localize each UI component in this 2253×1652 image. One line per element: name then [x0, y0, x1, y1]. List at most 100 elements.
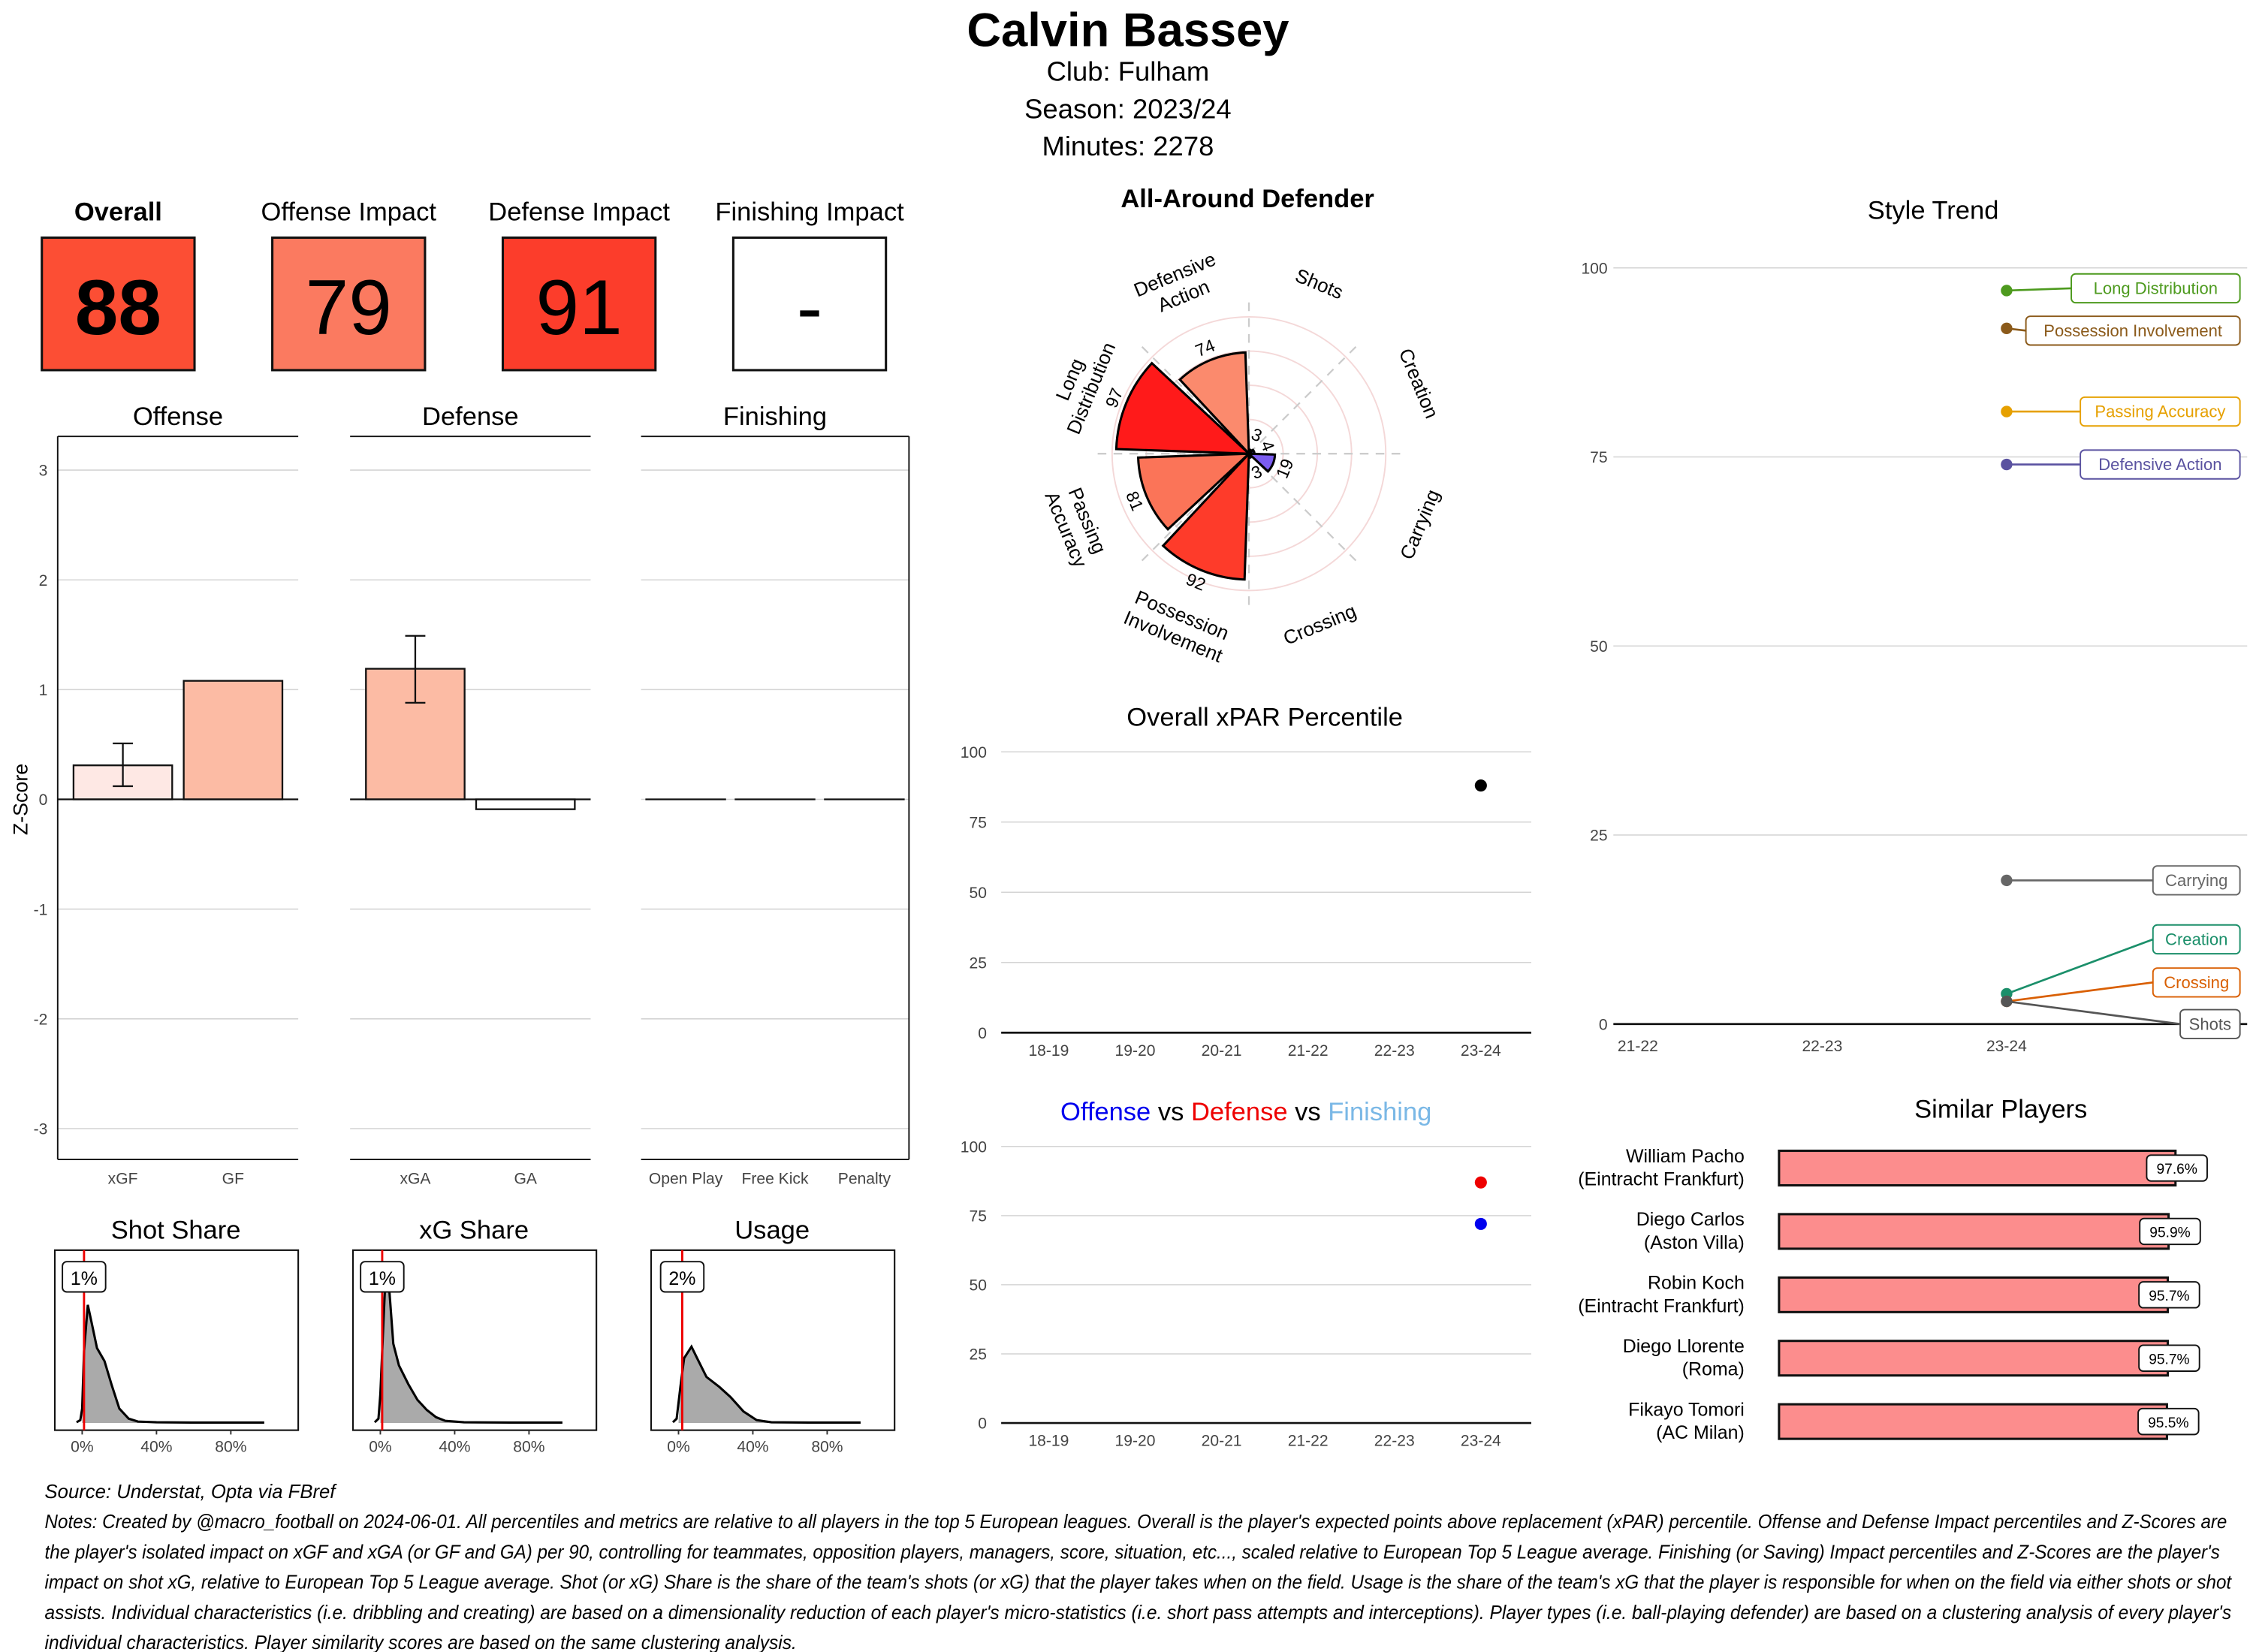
radar-axis-label: DefensiveAction: [1131, 249, 1228, 322]
panel-title: xG Share: [419, 1216, 529, 1245]
x-tick-label: 0%: [369, 1438, 391, 1455]
y-tick-label: 0: [978, 1415, 987, 1433]
season-line: Season: 2023/24: [1024, 93, 1232, 124]
trend-point: [2001, 458, 2013, 471]
similar-player-name: Fikayo Tomori: [1628, 1399, 1745, 1420]
player-name: Calvin Bassey: [967, 4, 1289, 56]
radar-value-label: 97: [1102, 385, 1127, 411]
player-value-label: 1%: [71, 1268, 98, 1289]
impact-card-value: -: [797, 264, 823, 351]
y-tick-label: -1: [34, 901, 48, 918]
y-tick-label: 50: [1590, 638, 1607, 656]
x-tick-label: 19-20: [1115, 1433, 1156, 1450]
x-tick-label: 80%: [811, 1438, 843, 1455]
similarity-bar: [1778, 1149, 2177, 1187]
impact-card-value: 91: [536, 264, 623, 351]
chart-title: Style Trend: [1868, 197, 1999, 225]
similarity-label-box: [2138, 1344, 2200, 1372]
panel-frame: [351, 1249, 598, 1431]
x-tick-label: xGA: [400, 1171, 431, 1188]
y-tick-label: 100: [961, 1138, 987, 1156]
similar-player-name: Diego Llorente: [1623, 1336, 1745, 1357]
radar-gridcircle: [1111, 316, 1387, 592]
x-tick-label: 21-22: [1288, 1042, 1329, 1060]
trend-point: [2001, 322, 2013, 334]
x-tick-label: 23-24: [1986, 1038, 2027, 1055]
similarity-label: 97.6%: [2157, 1162, 2197, 1177]
trend-label-box: [2152, 924, 2241, 955]
y-tick-label: 75: [969, 814, 986, 831]
impact-card-label: Defense Impact: [488, 197, 670, 226]
radar-wedge: [1114, 361, 1253, 455]
similar-player-name: William Pacho: [1626, 1146, 1745, 1167]
radar-value-label: 92: [1184, 569, 1209, 595]
panel-title: Usage: [734, 1216, 810, 1245]
trend-point: [2001, 995, 2013, 1008]
player-value-label: 1%: [369, 1268, 396, 1289]
radar-value-label: 4: [1257, 438, 1279, 454]
similarity-label-box: [2137, 1407, 2200, 1436]
x-tick-label: 22-23: [1802, 1038, 1842, 1055]
similarity-bar: [1778, 1213, 2170, 1250]
impact-cards: Overall 88 Offense Impact 79 Defense Impact 9…: [41, 197, 904, 372]
trend-label: Shots: [2189, 1014, 2231, 1033]
data-point-overall: [1474, 779, 1487, 792]
x-tick-label: 23-24: [1461, 1433, 1501, 1450]
panel-title: Shot Share: [111, 1216, 241, 1245]
trend-label-box: [2080, 396, 2241, 427]
radar-spoke: [1248, 453, 1359, 564]
data-point-defense: [1474, 1176, 1487, 1189]
chart-title: Similar Players: [1914, 1095, 2087, 1123]
similar-player-club: (Eintracht Frankfurt): [1578, 1169, 1745, 1190]
trend-connector: [2006, 938, 2154, 995]
x-tick-label: 80%: [513, 1438, 544, 1455]
trend-label: Passing Accuracy: [2095, 402, 2225, 421]
trend-connector: [2006, 287, 2072, 292]
trend-label-box: [2025, 315, 2241, 346]
x-tick-label: Open Play: [649, 1171, 723, 1188]
impact-card-label: Offense Impact: [261, 197, 437, 226]
y-tick-label: 25: [969, 1346, 986, 1364]
x-tick-label: 22-23: [1374, 1042, 1415, 1060]
trend-connector: [2006, 1000, 2181, 1026]
x-tick-label: GA: [514, 1171, 537, 1188]
x-tick-label: 18-19: [1028, 1433, 1069, 1450]
radar-axis-label: Carrying: [1397, 487, 1444, 562]
title-part: Defense: [1191, 1098, 1288, 1126]
trend-point: [2001, 405, 2013, 418]
trend-connector: [2006, 981, 2153, 1002]
trend-label: Crossing: [2164, 973, 2229, 992]
panel-frame: [53, 1249, 300, 1431]
similarity-label: 95.7%: [2149, 1352, 2189, 1367]
radar-value-label: 19: [1272, 456, 1298, 481]
trend-point: [2001, 874, 2013, 887]
x-tick-label: 40%: [737, 1438, 768, 1455]
impact-card-box: [731, 236, 888, 372]
minutes-line: Minutes: 2278: [1042, 131, 1214, 161]
notes-line: individual characteristics. Player simil…: [45, 1632, 797, 1652]
trend-label: Possession Involvement: [2043, 321, 2222, 340]
radar-chart: All-Around Defender3Shots4Creation19Carr…: [1041, 185, 1444, 667]
similar-player-club: (Roma): [1682, 1359, 1745, 1380]
x-tick-label: 21-22: [1288, 1433, 1329, 1450]
radar-axis-label: LongDistribution: [1042, 331, 1120, 438]
x-tick-label: 22-23: [1374, 1433, 1415, 1450]
x-tick-label: 0%: [71, 1438, 93, 1455]
similarity-label: 95.9%: [2149, 1225, 2190, 1241]
radar-wedge: [1178, 351, 1250, 457]
x-tick-label: 80%: [215, 1438, 246, 1455]
similar-player-name: Robin Koch: [1648, 1273, 1745, 1294]
footer: Source: Understat, Opta via FBref Notes:…: [45, 1482, 2233, 1652]
x-tick-label: Penalty: [838, 1171, 891, 1188]
panel-title: Offense: [133, 402, 223, 431]
y-tick-label: 2: [39, 572, 48, 589]
y-tick-label: 0: [1599, 1016, 1608, 1033]
x-tick-label: 40%: [140, 1438, 172, 1455]
notes-line: Notes: Created by @macro_football on 202…: [45, 1512, 2227, 1533]
radar-wedge: [1245, 452, 1277, 473]
density-area: [380, 1267, 562, 1424]
notes-line: impact on shot xG, relative to European …: [45, 1572, 2233, 1593]
impact-card-value: 88: [75, 264, 161, 351]
player-value-label-box: [659, 1261, 705, 1293]
radar-axis-label: PossessionInvolvement: [1120, 586, 1234, 667]
